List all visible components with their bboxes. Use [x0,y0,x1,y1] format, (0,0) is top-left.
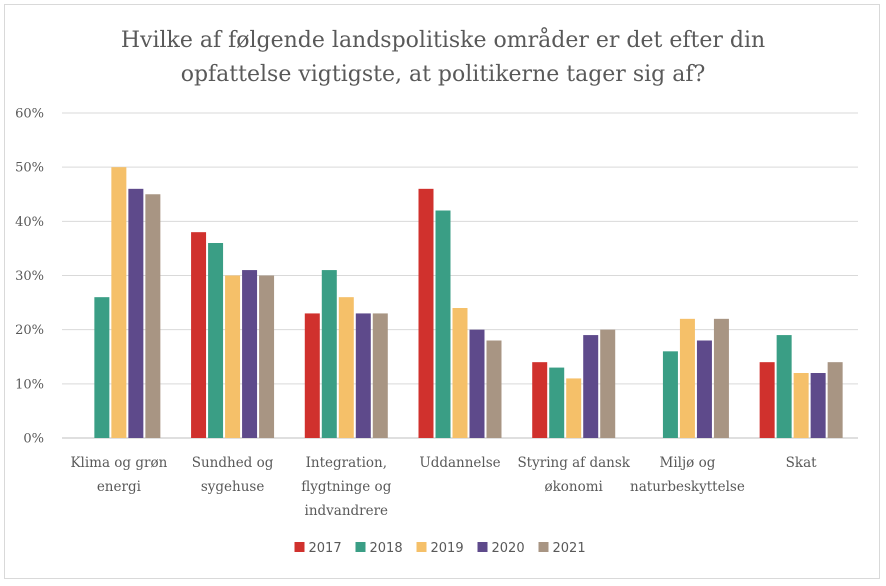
legend-label: 2021 [553,541,586,556]
bar-2018 [321,270,337,438]
category-label: Sundhed og [192,455,274,471]
bar-2017 [304,313,320,438]
bar-2017 [191,232,207,438]
y-tick-label: 20% [15,323,44,338]
legend-label: 2017 [309,541,342,556]
legend-item-2019: 2019 [416,541,464,556]
bar-2019 [452,308,468,438]
bar-2017 [759,362,775,438]
legend-label: 2018 [370,541,403,556]
bar-2018 [662,351,678,438]
bar-2017 [418,188,434,438]
bar-2021 [372,313,388,438]
legend-swatch-2019 [416,542,427,552]
category-labels: Klima og grøn energi Sundhed og sygehuse Int… [70,455,817,519]
y-tick-label: 60% [15,107,44,122]
bar-2018 [435,210,451,438]
chart-title-line-1: Hvilke af følgende landspolitiske område… [121,26,765,53]
bar-2017 [532,362,548,438]
bar-2018 [549,367,565,438]
bar-2021 [713,318,729,438]
chart-title-line-2: opfattelse vigtigste, at politikerne tag… [181,62,706,87]
bar-2019 [566,378,582,438]
bar-2019 [225,275,241,438]
y-tick-label: 10% [15,377,44,392]
legend-item-2018: 2018 [355,541,403,556]
bar-2020 [583,335,599,438]
y-tick-label: 0% [23,432,44,447]
category-label: flygtninge og [301,479,391,495]
bar-2019 [111,167,127,439]
bar-2021 [145,194,161,438]
category-label: Klima og grøn [70,455,167,471]
bar-2021 [259,275,275,438]
legend-item-2020: 2020 [477,541,525,556]
y-tick-label: 50% [15,161,44,176]
legend-swatch-2021 [538,542,549,552]
category-label: indvandrere [305,503,389,519]
legend-item-2021: 2021 [538,541,586,556]
legend-label: 2020 [492,541,525,556]
category-label: Miljø og [660,455,716,471]
legend-swatch-2018 [355,542,366,552]
y-axis-tick-labels: 0% 10% 20% 30% 40% 50% 60% [15,107,44,447]
bar-2019 [679,318,695,438]
category-label: Uddannelse [419,455,500,471]
category-label: Integration, [306,455,387,471]
bar-2021 [600,329,616,438]
bar-2020 [128,188,144,438]
category-label: Styring af dansk [517,455,630,471]
category-label: naturbeskyttelse [630,479,745,495]
bar-2020 [469,329,485,438]
legend-item-2017: 2017 [294,541,342,556]
bar-2021 [827,362,843,438]
bar-2021 [486,340,502,438]
bar-2018 [208,243,224,438]
bar-2020 [696,340,712,438]
bar-2019 [793,373,809,438]
bar-2018 [94,297,110,438]
legend-swatch-2020 [477,542,488,552]
bar-2020 [242,270,258,438]
bars [94,167,843,439]
category-label: energi [97,479,142,495]
bar-2019 [338,297,354,438]
legend-swatch-2017 [294,542,305,552]
bar-2020 [355,313,371,438]
category-label: sygehuse [201,479,265,495]
bar-2018 [776,335,792,438]
legend-label: 2019 [431,541,464,556]
category-label: økonomi [545,479,604,495]
legend: 2017 2018 2019 2020 2021 [294,541,586,556]
chart-title: Hvilke af følgende landspolitiske område… [121,26,765,87]
category-label: Skat [786,455,817,471]
y-tick-label: 40% [15,215,44,230]
y-tick-label: 30% [15,269,44,284]
bar-2020 [810,373,826,438]
